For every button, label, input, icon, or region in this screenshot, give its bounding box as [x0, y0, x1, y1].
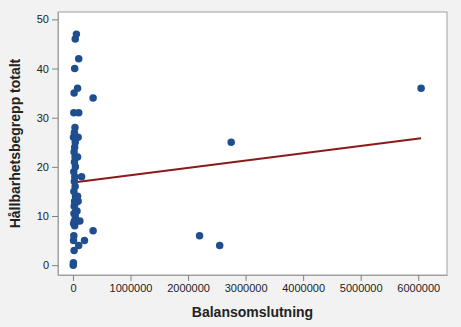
y-tick-label: 40	[37, 63, 49, 75]
y-tick-mark	[52, 216, 58, 217]
point	[73, 30, 80, 37]
y-tick-label: 20	[37, 161, 49, 173]
point	[75, 55, 82, 62]
plot: 0 1000000 2000000 3000000 4000000 5000000 6000…	[37, 12, 448, 294]
fit-line	[73, 138, 421, 182]
y-tick-mark	[52, 19, 58, 20]
y-tick-mark	[52, 167, 58, 168]
y-tick: 30	[37, 112, 58, 124]
y-tick: 0	[43, 259, 58, 271]
x-tick: 4000000	[282, 275, 325, 294]
y-tick-mark	[52, 118, 58, 119]
chart: 0 1000000 2000000 3000000 4000000 5000000 6000…	[0, 0, 461, 327]
x-tick-mark	[361, 275, 362, 281]
point	[216, 242, 223, 249]
point	[74, 153, 81, 160]
x-axis-line	[59, 275, 448, 276]
x-tick-label: 0	[70, 282, 76, 294]
point	[417, 84, 424, 91]
marks	[70, 30, 425, 269]
point	[74, 84, 81, 91]
point	[227, 139, 234, 146]
x-tick-mark	[131, 275, 132, 281]
x-tick-mark	[188, 275, 189, 281]
y-tick-label: 0	[43, 259, 49, 271]
y-tick-mark	[52, 265, 58, 266]
x-tick-label: 2000000	[167, 282, 210, 294]
x-tick: 1000000	[110, 275, 153, 294]
x-tick-label: 5000000	[340, 282, 383, 294]
point	[71, 65, 78, 72]
y-axis-title: Hållbarhetsbegrepp totalt	[7, 58, 23, 228]
point	[73, 207, 80, 214]
y-tick-label: 50	[37, 13, 49, 25]
point	[71, 124, 78, 131]
point	[75, 109, 82, 116]
x-axis: 0 1000000 2000000 3000000 4000000 5000000 6000…	[59, 275, 448, 294]
x-tick-mark	[73, 275, 74, 281]
point	[74, 193, 81, 200]
y-axis: 0 10 20 30 40 50	[37, 13, 59, 276]
x-tick: 2000000	[167, 275, 210, 294]
x-axis-title: Balansomslutning	[192, 304, 313, 320]
y-tick: 10	[37, 210, 58, 222]
y-tick-mark	[52, 69, 58, 70]
background	[0, 0, 461, 327]
plot-area	[58, 12, 447, 275]
point	[89, 227, 96, 234]
point	[76, 217, 83, 224]
y-axis-line	[58, 13, 59, 276]
x-tick: 6000000	[397, 275, 440, 294]
point	[78, 173, 85, 180]
y-tick: 20	[37, 161, 58, 173]
x-tick-label: 1000000	[110, 282, 153, 294]
x-tick-mark	[418, 275, 419, 281]
x-tick: 0	[70, 275, 76, 294]
x-tick-label: 3000000	[225, 282, 268, 294]
x-tick-label: 4000000	[282, 282, 325, 294]
point	[70, 232, 77, 239]
point	[74, 134, 81, 141]
y-tick: 40	[37, 63, 58, 75]
point	[70, 259, 77, 266]
point	[75, 242, 82, 249]
x-tick: 3000000	[225, 275, 268, 294]
y-tick-label: 10	[37, 210, 49, 222]
y-tick-label: 30	[37, 112, 49, 124]
point	[81, 237, 88, 244]
point	[196, 232, 203, 239]
x-tick: 5000000	[340, 275, 383, 294]
x-tick-mark	[303, 275, 304, 281]
y-tick: 50	[37, 13, 58, 25]
point	[89, 94, 96, 101]
x-tick-label: 6000000	[397, 282, 440, 294]
x-tick-mark	[246, 275, 247, 281]
